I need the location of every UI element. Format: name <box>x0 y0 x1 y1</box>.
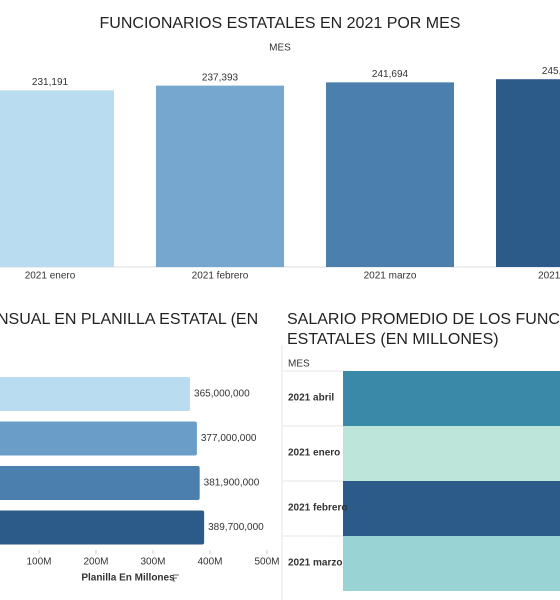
heat-cell <box>343 426 560 481</box>
row-label: 2021 enero <box>288 448 340 459</box>
row-label: 2021 marzo <box>288 558 342 569</box>
heat-cell <box>343 536 560 591</box>
x-tick-label: 2021 enero <box>25 271 76 282</box>
row-label: 2021 abril <box>288 393 334 404</box>
x-tick-label: 2021 abril <box>538 271 560 282</box>
value-label: 389,700,000 <box>208 522 264 533</box>
x-tick-label: 300M <box>140 557 165 568</box>
x-tick-label: 200M <box>83 557 108 568</box>
value-label: 237,393 <box>202 72 239 83</box>
x-tick-label: 100M <box>26 557 51 568</box>
chart-title: SALARIO PROMEDIO DE LOS FUNCIONA <box>287 311 560 328</box>
heat-cell <box>343 481 560 536</box>
bar <box>0 510 205 545</box>
row-label: 2021 febrero <box>288 503 347 514</box>
bar <box>326 82 454 267</box>
chart-title: FUNCIONARIOS ESTATALES EN 2021 POR MES <box>100 15 461 32</box>
bar <box>0 90 114 267</box>
bar <box>496 79 560 267</box>
value-label: 377,000,000 <box>201 433 257 444</box>
heat-cell <box>343 371 560 426</box>
x-tick-label: 2021 febrero <box>192 271 249 282</box>
x-tick-label: 400M <box>197 557 222 568</box>
value-label: 241,694 <box>372 69 409 80</box>
bar <box>0 377 191 411</box>
value-label: 365,000,000 <box>194 389 250 400</box>
row-header: MES <box>288 359 310 370</box>
bar <box>156 85 284 267</box>
bar <box>0 421 197 456</box>
x-tick-label: 500M <box>254 557 279 568</box>
value-label: 245,800 <box>542 66 560 77</box>
value-label: 381,900,000 <box>204 478 260 489</box>
chart-title: NSUAL EN PLANILLA ESTATAL (EN <box>0 311 258 328</box>
chart-title: ESTATALES (EN MILLONES) <box>287 331 499 348</box>
chart-subtitle: MES <box>269 43 291 54</box>
x-axis-title: Planilla En Millones <box>81 573 175 584</box>
value-label: 231,191 <box>32 77 69 88</box>
bar <box>0 466 200 500</box>
x-tick-label: 2021 marzo <box>364 271 417 282</box>
sort-icon[interactable] <box>173 574 179 582</box>
